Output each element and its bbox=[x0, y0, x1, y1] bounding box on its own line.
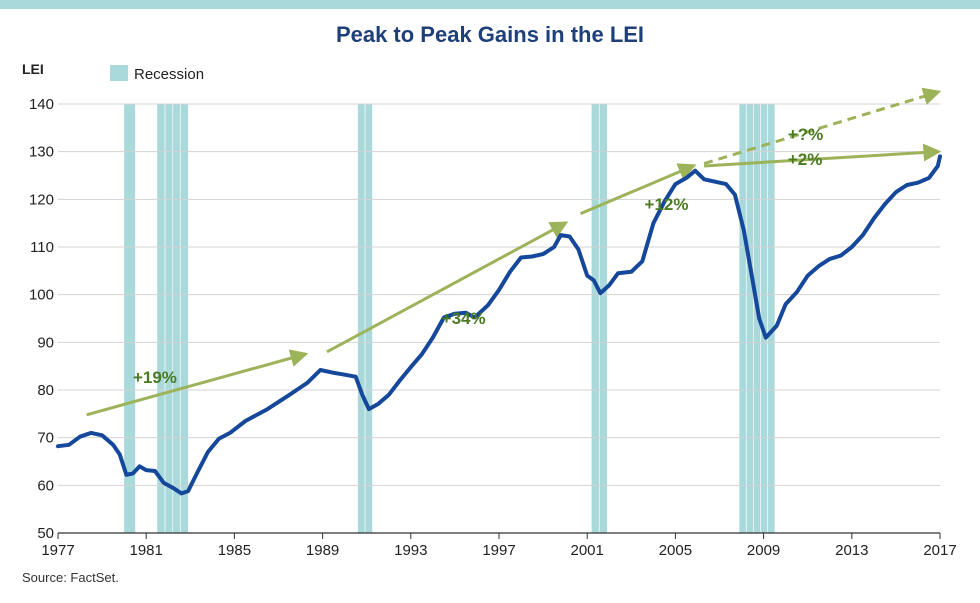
annotation-label-1: +34% bbox=[442, 309, 486, 328]
gain-annotations: +19% +34% +12% +?% +2% bbox=[133, 125, 823, 387]
annotation-label-3: +?% bbox=[788, 125, 823, 144]
top-accent-bar bbox=[0, 0, 980, 9]
y-axis-label: LEI bbox=[22, 61, 44, 77]
x-tick-label-1981: 1981 bbox=[130, 542, 163, 559]
grid-lines bbox=[58, 103, 940, 486]
chart-title: Peak to Peak Gains in the LEI bbox=[336, 22, 644, 47]
y-tick-label-80: 80 bbox=[37, 382, 54, 399]
y-tick-label-60: 60 bbox=[37, 477, 54, 494]
source-note: Source: FactSet. bbox=[22, 570, 119, 585]
x-tick-label-1997: 1997 bbox=[482, 542, 515, 559]
trend-arrow-4 bbox=[703, 87, 942, 166]
series-lei-line bbox=[56, 154, 942, 496]
annotation-label-0: +19% bbox=[133, 368, 177, 387]
x-tick-label-2001: 2001 bbox=[571, 542, 604, 559]
y-tick-label-100: 100 bbox=[29, 287, 54, 304]
legend-label-recession: Recession bbox=[134, 66, 204, 83]
trend-arrow-0 bbox=[86, 349, 309, 417]
trend-arrow-1 bbox=[326, 221, 569, 354]
x-tick-label-1985: 1985 bbox=[218, 542, 251, 559]
y-axis-ticks: 50 60 70 80 90 100 110 120 130 140 bbox=[29, 96, 54, 542]
y-tick-label-50: 50 bbox=[37, 525, 54, 542]
y-tick-label-110: 110 bbox=[30, 239, 54, 256]
trend-arrow-2 bbox=[579, 163, 697, 216]
y-tick-label-120: 120 bbox=[29, 191, 54, 208]
legend-swatch-recession bbox=[110, 65, 128, 81]
x-tick-label-2005: 2005 bbox=[659, 542, 692, 559]
y-tick-label-140: 140 bbox=[29, 96, 54, 113]
recession-band-0 bbox=[124, 104, 136, 533]
x-tick-label-1977: 1977 bbox=[41, 542, 74, 559]
x-tick-label-1989: 1989 bbox=[306, 542, 339, 559]
x-tick-label-2009: 2009 bbox=[747, 542, 780, 559]
x-axis-ticks: 1977 1981 1985 1989 1993 1997 2001 2005 2009 2013… bbox=[41, 533, 957, 559]
y-tick-label-130: 130 bbox=[29, 144, 54, 161]
trend-arrow-3 bbox=[703, 143, 942, 168]
x-tick-label-2017: 2017 bbox=[923, 542, 956, 559]
recession-bands bbox=[124, 104, 775, 533]
legend: Recession bbox=[110, 65, 204, 83]
annotation-label-4: +2% bbox=[788, 150, 823, 169]
recession-band-4 bbox=[739, 104, 775, 533]
x-tick-label-2013: 2013 bbox=[835, 542, 868, 559]
annotation-label-2: +12% bbox=[645, 195, 689, 214]
y-tick-label-90: 90 bbox=[37, 334, 54, 351]
x-tick-label-1993: 1993 bbox=[394, 542, 427, 559]
y-tick-label-70: 70 bbox=[37, 430, 54, 447]
trend-arrows bbox=[86, 87, 942, 417]
